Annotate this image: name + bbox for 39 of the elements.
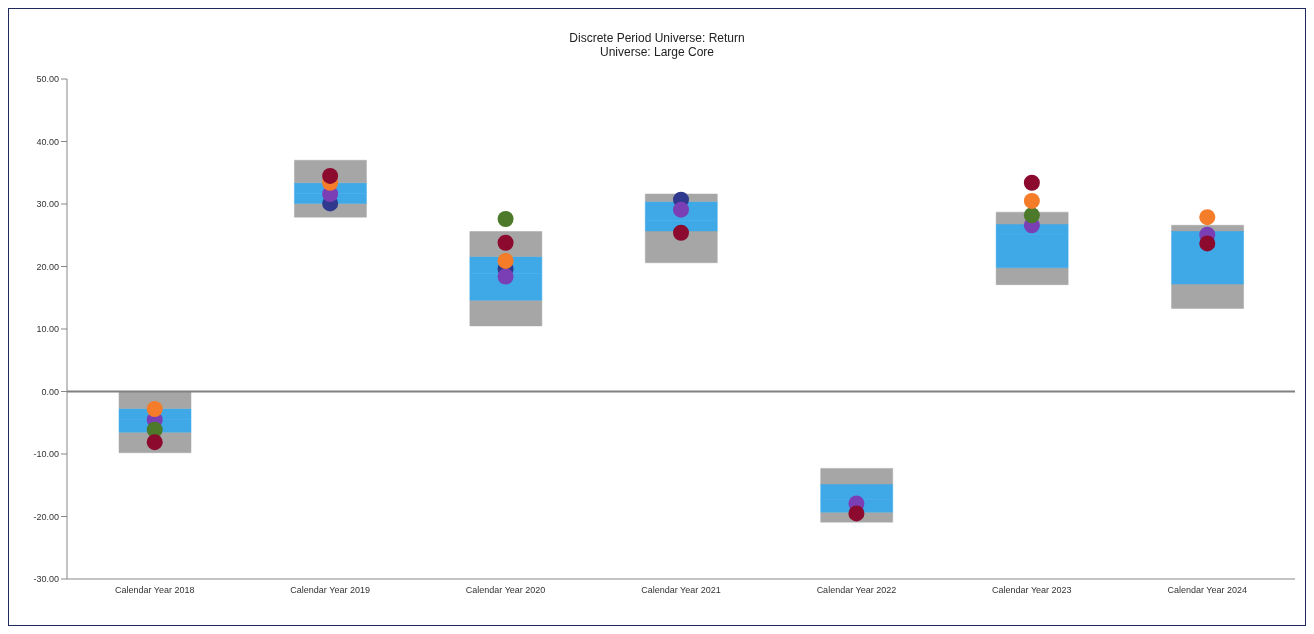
bar (1171, 225, 1244, 232)
point (497, 252, 514, 269)
point (497, 268, 514, 285)
point (848, 505, 865, 522)
y-tick-label: -20.00 (33, 511, 59, 522)
point (497, 234, 514, 251)
x-tick-label: Calendar Year 2021 (641, 585, 721, 596)
point (673, 224, 689, 241)
y-tick-label: 10.00 (36, 324, 59, 335)
x-tick-label: Calendar Year 2018 (114, 585, 195, 596)
point (146, 401, 163, 417)
point (497, 211, 514, 227)
y-tick-label: 0.00 (41, 386, 59, 397)
y-tick-label: 20.00 (36, 261, 59, 272)
x-tick-label: Calendar Year 2022 (816, 585, 897, 596)
point (1023, 207, 1040, 224)
point (673, 201, 689, 218)
point (322, 167, 339, 184)
x-tick-label: Calendar Year 2020 (465, 585, 546, 596)
point (1023, 192, 1040, 209)
bar (1171, 283, 1244, 309)
point (1023, 174, 1040, 191)
chart-title: Discrete Period Universe: Return (568, 31, 746, 45)
point (146, 434, 163, 451)
bar (469, 300, 543, 327)
bar (645, 230, 718, 263)
y-tick-label: 50.00 (36, 74, 59, 85)
y-tick-label: 30.00 (36, 199, 59, 210)
bar (995, 267, 1069, 285)
x-tick-label: Calendar Year 2019 (290, 585, 370, 596)
point (1199, 235, 1216, 252)
y-tick-label: -30.00 (33, 574, 59, 585)
chart-subtitle: Universe: Large Core (598, 45, 716, 59)
bar (820, 468, 893, 485)
y-tick-label: 40.00 (36, 136, 59, 147)
point (1199, 209, 1216, 226)
x-tick-label: Calendar Year 2023 (992, 585, 1072, 596)
x-tick-label: Calendar Year 2024 (1167, 585, 1248, 596)
y-tick-label: -10.00 (33, 449, 59, 460)
